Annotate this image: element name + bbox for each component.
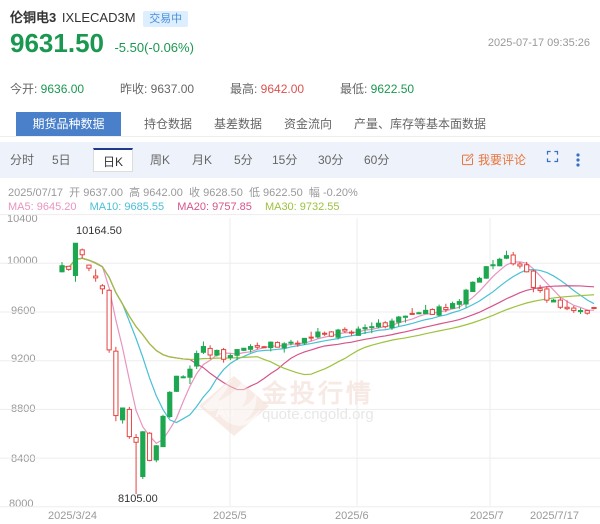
svg-text:Au: Au <box>215 404 235 421</box>
